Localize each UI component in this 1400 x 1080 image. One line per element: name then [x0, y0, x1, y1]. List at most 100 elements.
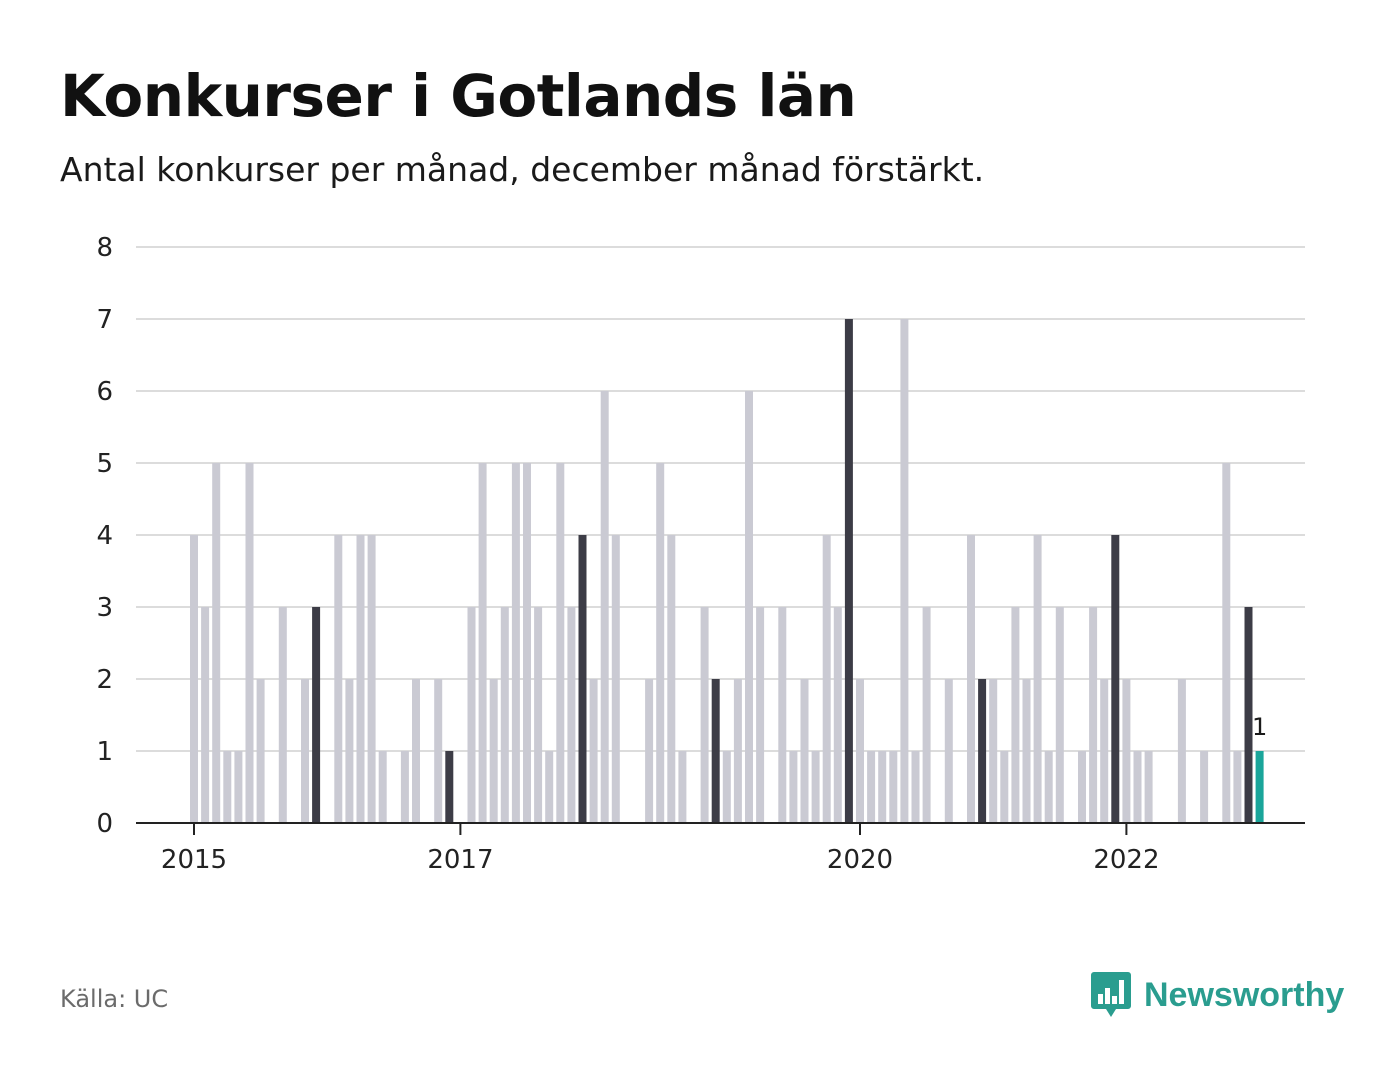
x-tick-label: 2015: [161, 845, 227, 875]
bar[interactable]: [756, 607, 765, 823]
bar[interactable]: [434, 679, 443, 823]
bar[interactable]: [1244, 607, 1253, 823]
bar[interactable]: [445, 751, 454, 823]
bar[interactable]: [489, 679, 498, 823]
bar[interactable]: [778, 607, 787, 823]
bar[interactable]: [789, 751, 798, 823]
bar[interactable]: [745, 391, 753, 823]
bar[interactable]: [1222, 463, 1231, 823]
bar[interactable]: [1255, 751, 1264, 823]
bar[interactable]: [467, 607, 476, 823]
y-tick-label: 3: [96, 593, 113, 623]
bar[interactable]: [1089, 607, 1098, 823]
bar[interactable]: [878, 751, 887, 823]
bar[interactable]: [367, 535, 376, 823]
bar[interactable]: [600, 391, 609, 823]
bar[interactable]: [1133, 751, 1142, 823]
y-tick-label: 4: [96, 521, 113, 551]
bar[interactable]: [667, 535, 676, 823]
bar[interactable]: [1144, 751, 1153, 823]
bar[interactable]: [212, 463, 221, 823]
bar[interactable]: [944, 679, 953, 823]
bar[interactable]: [511, 463, 520, 823]
bar[interactable]: [1233, 751, 1242, 823]
bar[interactable]: [223, 751, 232, 823]
bar[interactable]: [645, 679, 654, 823]
bar[interactable]: [900, 319, 909, 823]
chart-title: Konkurser i Gotlands län: [60, 62, 857, 130]
bar[interactable]: [400, 751, 409, 823]
bar[interactable]: [589, 679, 598, 823]
y-axis-ticks: 0 1 2 3 4 5 6 7 8: [96, 233, 113, 839]
bar[interactable]: [800, 679, 809, 823]
y-tick-label: 6: [96, 377, 113, 407]
bar[interactable]: [711, 679, 720, 823]
bar[interactable]: [190, 535, 198, 823]
bar[interactable]: [1122, 679, 1131, 823]
bar[interactable]: [334, 535, 343, 823]
bar[interactable]: [578, 535, 587, 823]
y-tick-label: 1: [96, 737, 113, 767]
bar[interactable]: [722, 751, 731, 823]
bar[interactable]: [700, 607, 709, 823]
bar[interactable]: [245, 463, 254, 823]
bar[interactable]: [1055, 607, 1064, 823]
bar[interactable]: [1078, 751, 1086, 823]
bar-chart: 0 1 2 3 4 5 6 7 8 2015 2017 2020 2022 1: [96, 233, 1305, 875]
bar[interactable]: [1200, 751, 1209, 823]
bar[interactable]: [301, 679, 309, 823]
y-tick-label: 7: [96, 305, 113, 335]
annotations: 1: [1252, 713, 1267, 741]
bar[interactable]: [356, 535, 365, 823]
bar[interactable]: [611, 535, 620, 823]
bar[interactable]: [1011, 607, 1020, 823]
y-tick-label: 8: [96, 233, 113, 263]
bar[interactable]: [1177, 679, 1186, 823]
bar[interactable]: [345, 679, 354, 823]
bar[interactable]: [678, 751, 687, 823]
bar[interactable]: [1033, 535, 1042, 823]
chart-subtitle: Antal konkurser per månad, december måna…: [60, 150, 985, 189]
y-tick-label: 2: [96, 665, 113, 695]
bar[interactable]: [978, 679, 987, 823]
bar[interactable]: [534, 607, 543, 823]
bar[interactable]: [1022, 679, 1031, 823]
bar[interactable]: [234, 751, 243, 823]
bars: [190, 319, 1264, 823]
bar[interactable]: [833, 607, 842, 823]
bar[interactable]: [1000, 751, 1009, 823]
x-tick-label: 2017: [427, 845, 493, 875]
x-tick-label: 2020: [827, 845, 893, 875]
bar[interactable]: [922, 607, 931, 823]
bar[interactable]: [822, 535, 831, 823]
bar[interactable]: [567, 607, 576, 823]
bar[interactable]: [989, 679, 998, 823]
bar[interactable]: [1111, 535, 1120, 823]
bar[interactable]: [867, 751, 876, 823]
bar[interactable]: [523, 463, 531, 823]
bar[interactable]: [556, 463, 565, 823]
bar[interactable]: [656, 463, 665, 823]
bar[interactable]: [312, 607, 321, 823]
bar[interactable]: [412, 679, 420, 823]
bar[interactable]: [856, 679, 864, 823]
bar[interactable]: [889, 751, 898, 823]
bar[interactable]: [811, 751, 820, 823]
bar[interactable]: [967, 535, 975, 823]
brand-logo[interactable]: Newsworthy: [1090, 970, 1344, 1020]
bar[interactable]: [911, 751, 920, 823]
bar[interactable]: [378, 751, 387, 823]
bar[interactable]: [733, 679, 742, 823]
bar[interactable]: [545, 751, 554, 823]
bar[interactable]: [1044, 751, 1053, 823]
bar[interactable]: [201, 607, 210, 823]
x-tick-label: 2022: [1093, 845, 1159, 875]
gridlines: [136, 246, 1305, 752]
bar[interactable]: [1100, 679, 1109, 823]
source-note: Källa: UC: [60, 985, 169, 1013]
bar[interactable]: [278, 607, 287, 823]
bar[interactable]: [256, 679, 265, 823]
bar[interactable]: [844, 319, 853, 823]
bar[interactable]: [500, 607, 509, 823]
bar[interactable]: [478, 463, 487, 823]
